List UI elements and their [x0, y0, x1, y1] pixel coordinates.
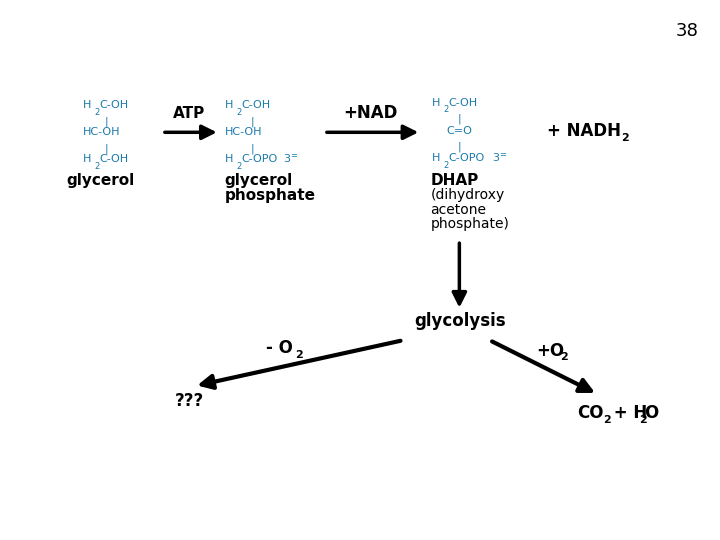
Text: C-OPO: C-OPO — [449, 153, 485, 163]
Text: ???: ??? — [175, 392, 204, 410]
Text: 2: 2 — [560, 353, 568, 362]
Text: 2: 2 — [639, 415, 647, 425]
Text: acetone: acetone — [431, 202, 487, 217]
Text: H: H — [83, 154, 91, 164]
Text: ATP: ATP — [173, 106, 204, 122]
Text: - O: - O — [266, 339, 293, 357]
Text: phosphate: phosphate — [225, 188, 315, 203]
Text: 2: 2 — [444, 105, 449, 114]
Text: (dihydroxy: (dihydroxy — [431, 188, 505, 202]
Text: |: | — [250, 143, 254, 154]
Text: 2: 2 — [236, 108, 241, 117]
Text: C-OPO: C-OPO — [241, 154, 277, 164]
Text: 2: 2 — [295, 350, 303, 360]
Text: 3: 3 — [283, 154, 290, 164]
Text: HC-OH: HC-OH — [83, 127, 120, 137]
Text: 2: 2 — [94, 108, 99, 117]
Text: 38: 38 — [675, 22, 698, 39]
Text: H: H — [225, 100, 233, 110]
Text: C-OH: C-OH — [99, 154, 128, 164]
Text: C-OH: C-OH — [241, 100, 270, 110]
Text: |: | — [457, 141, 462, 152]
Text: |: | — [104, 116, 109, 127]
Text: +NAD: +NAD — [343, 104, 398, 122]
Text: C-OH: C-OH — [449, 98, 477, 107]
Text: glycolysis: glycolysis — [414, 312, 505, 330]
Text: + NADH: + NADH — [547, 122, 621, 140]
Text: 2: 2 — [444, 161, 449, 170]
Text: 2: 2 — [621, 133, 629, 143]
Text: H: H — [83, 100, 91, 110]
Text: C=O: C=O — [446, 126, 472, 136]
Text: H: H — [432, 153, 441, 163]
Text: DHAP: DHAP — [431, 173, 479, 188]
Text: phosphate): phosphate) — [431, 217, 510, 231]
Text: |: | — [104, 143, 109, 154]
Text: |: | — [457, 113, 462, 124]
Text: 2: 2 — [94, 162, 99, 171]
Text: H: H — [432, 98, 441, 107]
Text: 2: 2 — [603, 415, 611, 425]
Text: glycerol: glycerol — [66, 173, 135, 188]
Text: 3: 3 — [492, 153, 499, 163]
Text: glycerol: glycerol — [225, 173, 293, 188]
Text: CO: CO — [577, 404, 604, 422]
Text: H: H — [225, 154, 233, 164]
Text: C-OH: C-OH — [99, 100, 128, 110]
Text: =: = — [290, 151, 297, 160]
Text: 2: 2 — [236, 162, 241, 171]
Text: + H: + H — [608, 404, 648, 422]
Text: O: O — [644, 404, 658, 422]
Text: HC-OH: HC-OH — [225, 127, 262, 137]
Text: |: | — [250, 116, 254, 127]
Text: +O: +O — [536, 342, 564, 360]
Text: =: = — [499, 150, 506, 159]
